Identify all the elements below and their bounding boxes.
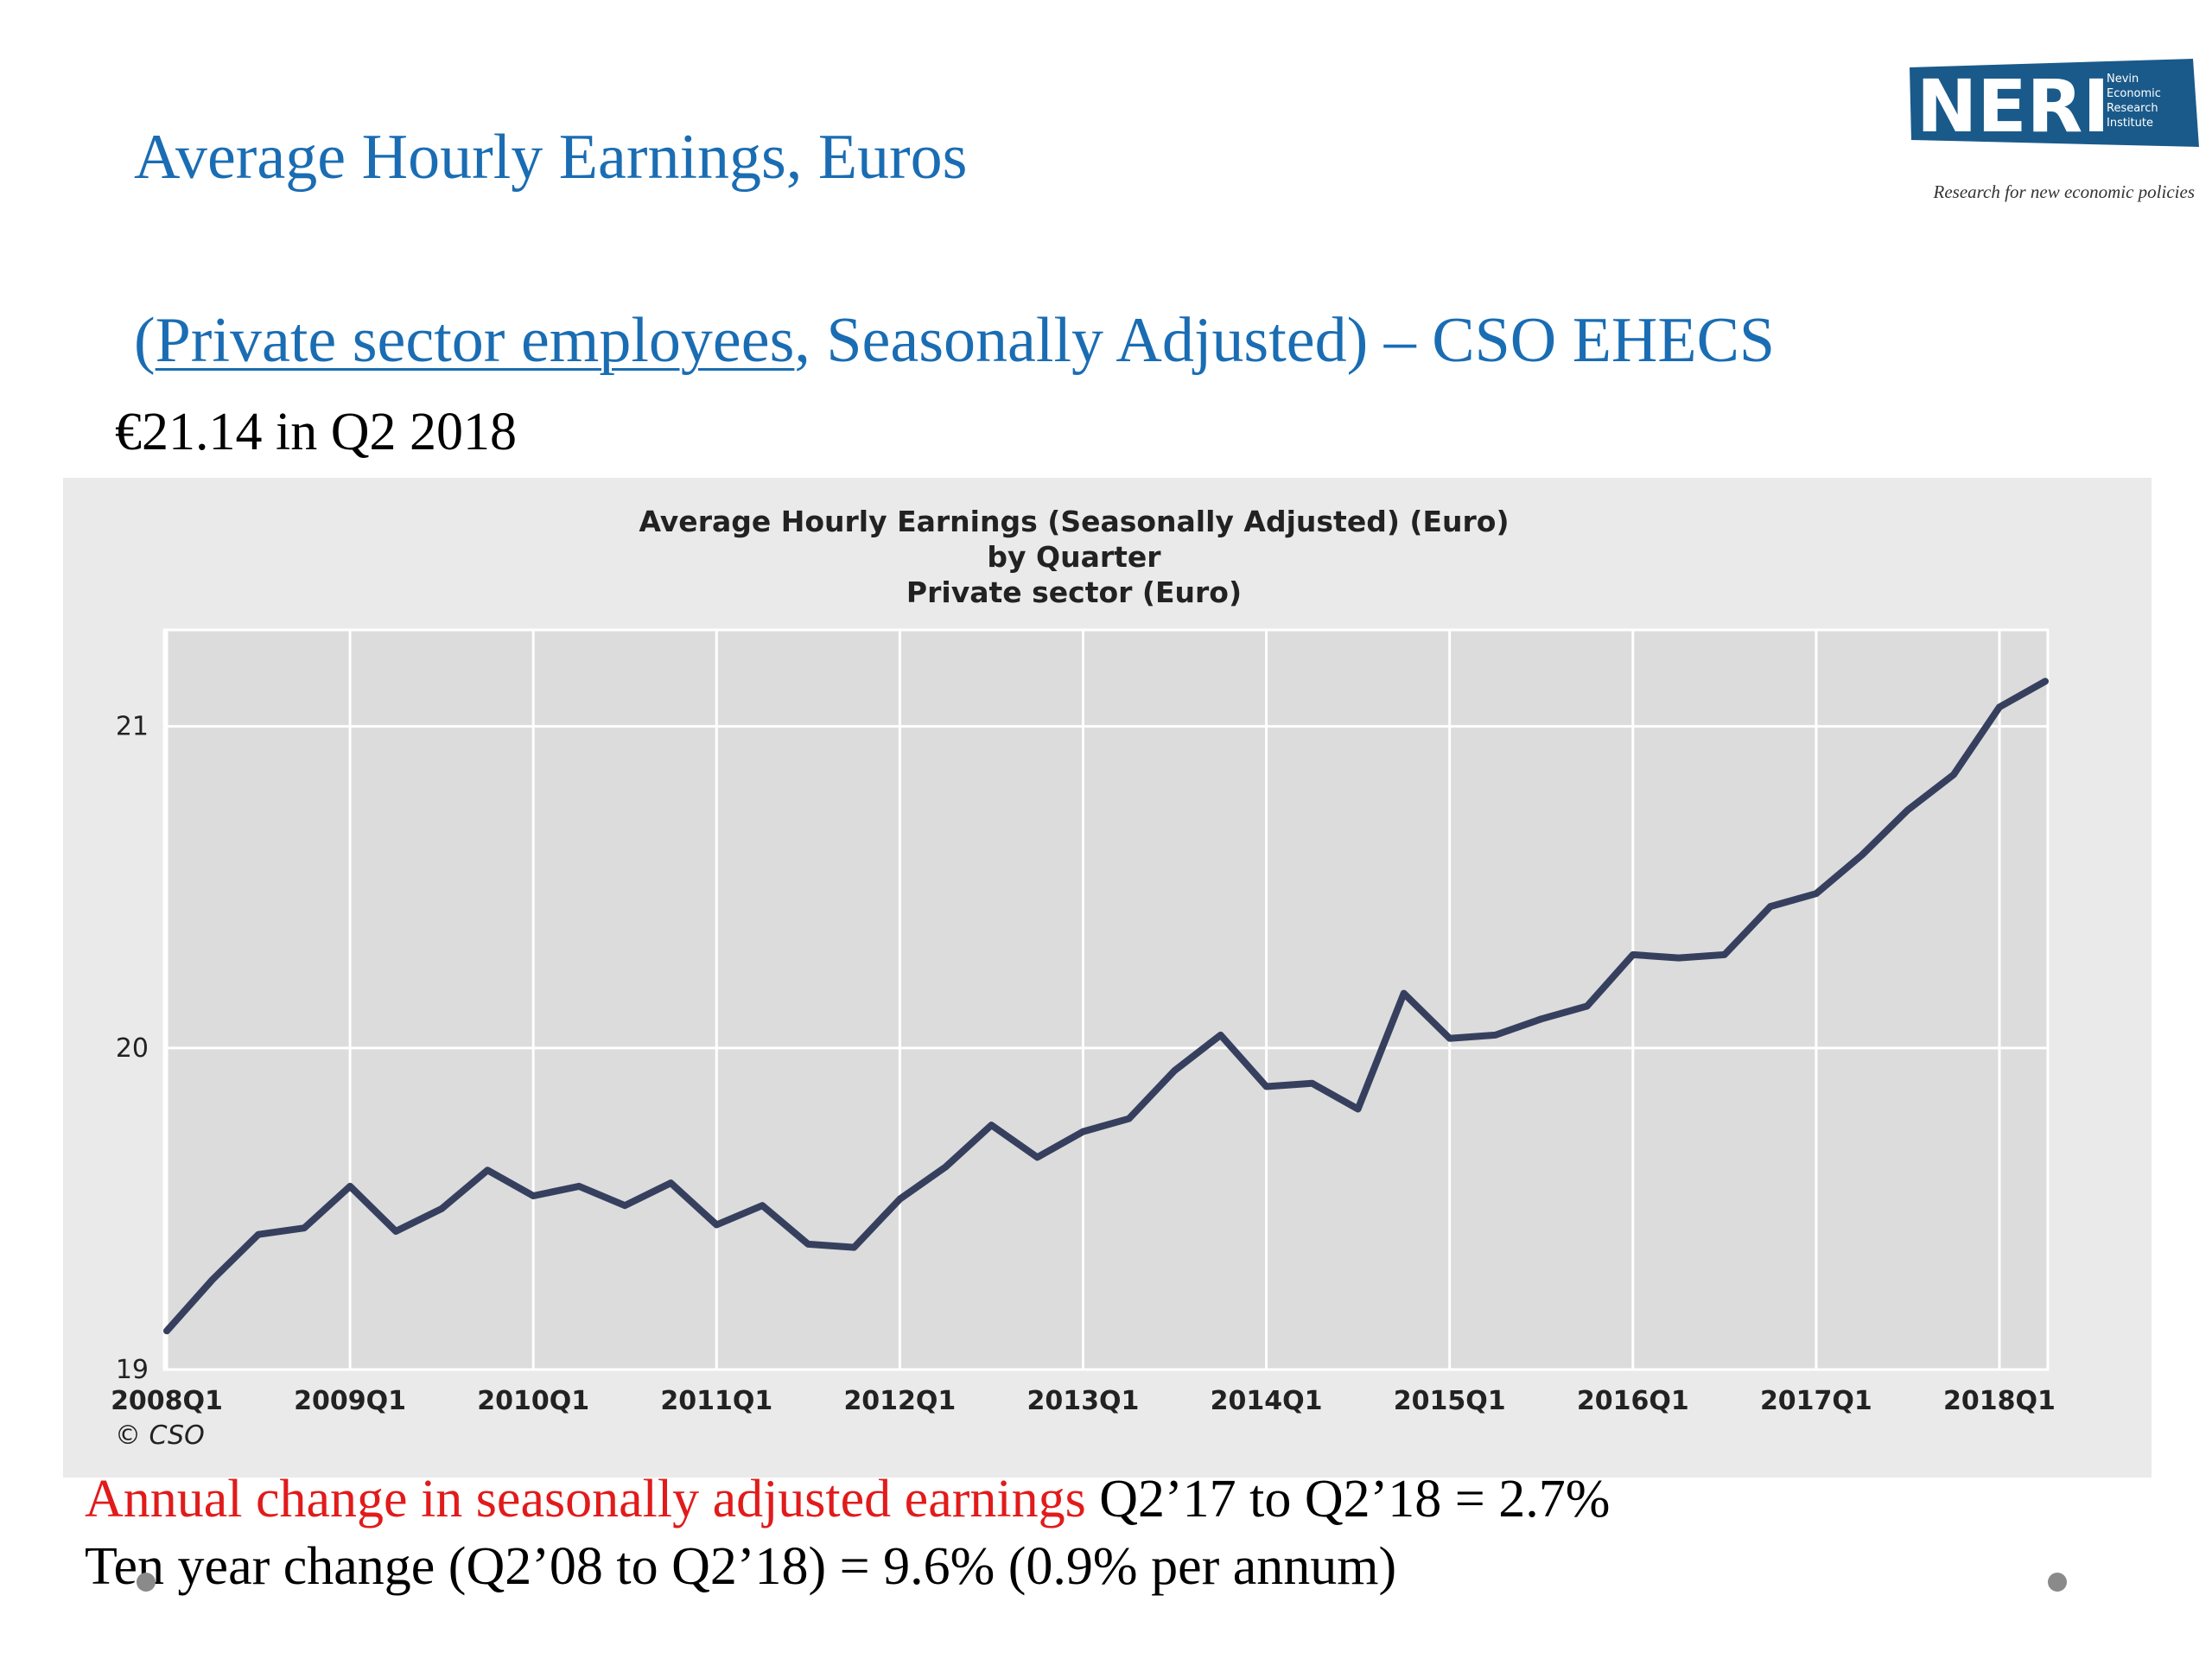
subtitle-rest: , Seasonally Adjusted) – CSO EHECS xyxy=(794,305,1776,376)
x-tick-label: 2014Q1 xyxy=(1211,1386,1323,1416)
x-tick-label: 2009Q1 xyxy=(294,1386,406,1416)
annual-change-value: Q2’17 to Q2’18 = 2.7% xyxy=(1085,1470,1611,1529)
y-tick-label: 19 xyxy=(116,1355,149,1385)
grid-lines xyxy=(164,630,2048,1371)
bullet-dot-left xyxy=(137,1573,156,1592)
chart-source: © CSO xyxy=(115,1421,205,1451)
slide-subtitle: (Private sector employees, Seasonally Ad… xyxy=(134,304,1775,378)
logo-mark-text: NERI xyxy=(1916,64,2110,149)
y-tick-label: 20 xyxy=(116,1033,149,1064)
chart-title-line-2: by Quarter xyxy=(987,540,1161,574)
chart-titles: Average Hourly Earnings (Seasonally Adju… xyxy=(639,505,1509,609)
x-tick-label: 2013Q1 xyxy=(1027,1386,1140,1416)
neri-logo-mark: NERI Nevin Economic Research Institute xyxy=(1910,59,2199,149)
logo-line-4: Institute xyxy=(2107,117,2153,130)
x-tick-label: 2017Q1 xyxy=(1760,1386,1872,1416)
y-axis-ticks: 19 20 21 xyxy=(116,712,149,1385)
neri-logo: NERI Nevin Economic Research Institute R… xyxy=(1901,52,2203,216)
line-chart: Average Hourly Earnings (Seasonally Adju… xyxy=(111,505,2056,1451)
chart-title-line-3: Private sector (Euro) xyxy=(906,575,1242,609)
subtitle-open: ( xyxy=(134,305,156,376)
x-tick-label: 2010Q1 xyxy=(477,1386,589,1416)
x-tick-label: 2011Q1 xyxy=(660,1386,772,1416)
plot-area xyxy=(162,628,2050,1371)
series-line-earnings xyxy=(163,677,2049,1335)
chart-title-line-1: Average Hourly Earnings (Seasonally Adju… xyxy=(639,505,1509,538)
annual-change-note: Annual change in seasonally adjusted ear… xyxy=(85,1469,1610,1530)
logo-line-2: Economic xyxy=(2107,87,2161,100)
x-tick-label: 2016Q1 xyxy=(1577,1386,1689,1416)
ten-year-change-note: Ten year change (Q2’08 to Q2’18) = 9.6% … xyxy=(85,1537,1397,1596)
logo-line-1: Nevin xyxy=(2107,73,2139,86)
x-tick-label: 2015Q1 xyxy=(1394,1386,1506,1416)
logo-tagline: Research for new economic policies xyxy=(1933,181,2195,202)
headline-value: €21.14 in Q2 2018 xyxy=(115,403,517,461)
annual-change-label: Annual change in seasonally adjusted ear… xyxy=(85,1470,1086,1529)
slide-title: Average Hourly Earnings, Euros xyxy=(134,122,968,193)
y-tick-label: 21 xyxy=(116,712,149,742)
x-tick-label: 2008Q1 xyxy=(111,1386,223,1416)
x-tick-label: 2018Q1 xyxy=(1943,1386,2056,1416)
private-sector-link[interactable]: Private sector employees xyxy=(155,305,795,376)
chart-panel: Average Hourly Earnings (Seasonally Adju… xyxy=(63,478,2152,1478)
bullet-dot-right xyxy=(2048,1573,2067,1592)
x-tick-label: 2012Q1 xyxy=(843,1386,956,1416)
x-axis-ticks: 2008Q1 2009Q1 2010Q1 2011Q1 2012Q1 2013Q1 2014… xyxy=(111,1386,2056,1416)
logo-line-3: Research xyxy=(2107,102,2158,115)
